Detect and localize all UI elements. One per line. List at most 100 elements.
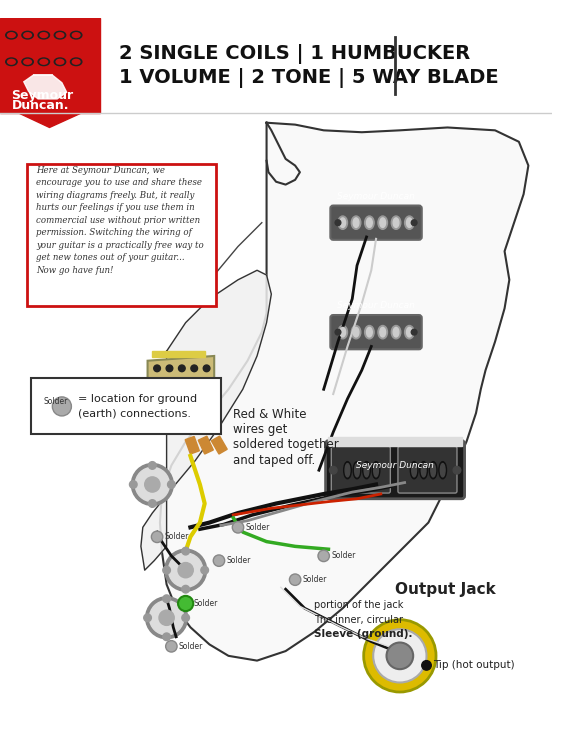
Polygon shape [141,270,271,570]
Ellipse shape [380,328,386,337]
Circle shape [163,595,171,602]
Ellipse shape [56,59,64,64]
Circle shape [178,562,193,578]
Ellipse shape [374,464,378,477]
Ellipse shape [6,32,17,39]
Circle shape [166,640,177,652]
Text: soldered together: soldered together [233,438,339,452]
Circle shape [129,481,137,488]
Ellipse shape [70,58,82,65]
Circle shape [166,365,173,372]
Bar [153,351,205,357]
FancyBboxPatch shape [398,446,457,493]
Ellipse shape [378,326,387,339]
Text: Solder: Solder [43,397,67,406]
Ellipse shape [440,464,445,477]
Ellipse shape [38,32,49,39]
Circle shape [144,614,151,622]
Ellipse shape [55,32,66,39]
Circle shape [52,397,71,416]
Text: Solder: Solder [193,599,218,608]
Ellipse shape [353,328,359,337]
Ellipse shape [72,33,80,38]
Ellipse shape [24,59,31,64]
FancyBboxPatch shape [331,315,422,350]
FancyBboxPatch shape [331,206,422,240]
Ellipse shape [24,33,31,38]
Ellipse shape [40,33,48,38]
Circle shape [453,466,461,474]
Ellipse shape [340,218,346,227]
Ellipse shape [6,58,17,65]
Ellipse shape [22,32,33,39]
Ellipse shape [392,216,401,229]
Circle shape [335,329,341,335]
Polygon shape [147,356,214,385]
Circle shape [203,365,210,372]
Ellipse shape [365,216,374,229]
Ellipse shape [410,462,418,478]
Text: and taped off.: and taped off. [233,454,316,466]
Text: Solder: Solder [227,556,251,566]
Circle shape [411,329,417,335]
Text: portion of the jack: portion of the jack [314,600,404,610]
Ellipse shape [353,218,359,227]
Text: 2 SINGLE COILS | 1 HUMBUCKER: 2 SINGLE COILS | 1 HUMBUCKER [119,44,470,64]
Text: Solder: Solder [165,532,189,542]
Circle shape [179,365,185,372]
Ellipse shape [378,216,387,229]
Ellipse shape [351,216,361,229]
Ellipse shape [340,328,346,337]
Circle shape [182,614,190,622]
Ellipse shape [367,218,372,227]
Bar [185,436,200,454]
Ellipse shape [372,462,380,478]
Circle shape [150,601,184,635]
Ellipse shape [72,59,80,64]
Text: Solder: Solder [331,551,356,560]
Circle shape [182,586,190,593]
Ellipse shape [367,328,372,337]
Ellipse shape [362,462,371,478]
Circle shape [135,467,169,502]
Ellipse shape [338,216,347,229]
Ellipse shape [38,58,49,65]
Ellipse shape [364,464,369,477]
Circle shape [163,566,171,574]
Ellipse shape [392,326,401,339]
Text: The inner, circular: The inner, circular [314,614,403,625]
Text: Seymour Duncan: Seymour Duncan [356,461,434,470]
Ellipse shape [365,326,374,339]
Circle shape [213,555,224,566]
Ellipse shape [345,464,350,477]
Circle shape [386,643,413,669]
Circle shape [335,220,341,226]
Ellipse shape [405,216,414,229]
Circle shape [146,597,187,639]
Ellipse shape [22,58,33,65]
Circle shape [163,633,171,640]
Ellipse shape [407,218,412,227]
Text: Red & White: Red & White [233,408,307,421]
Circle shape [289,574,301,586]
Ellipse shape [351,326,361,339]
Circle shape [148,462,156,470]
Text: Solder: Solder [245,523,270,532]
Ellipse shape [380,218,386,227]
Circle shape [178,596,193,611]
FancyBboxPatch shape [331,446,390,493]
Circle shape [422,661,432,670]
Ellipse shape [439,462,447,478]
Ellipse shape [70,32,82,39]
Text: Duncan.: Duncan. [12,100,69,112]
Text: (earth) connections.: (earth) connections. [78,408,191,418]
Bar [198,436,213,454]
Ellipse shape [344,462,351,478]
Circle shape [411,220,417,226]
Ellipse shape [40,59,48,64]
Circle shape [159,610,174,626]
Circle shape [329,466,337,474]
Ellipse shape [8,33,15,38]
Circle shape [168,481,175,488]
Bar [0,18,100,113]
